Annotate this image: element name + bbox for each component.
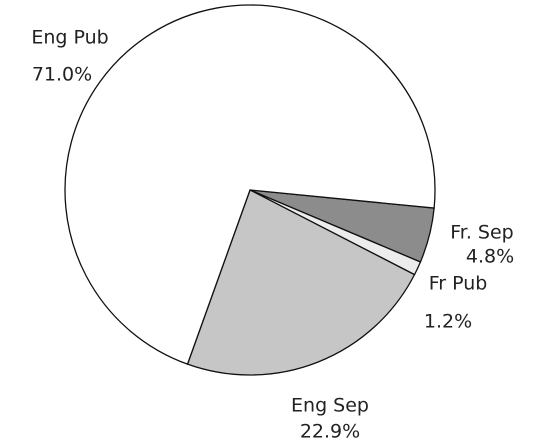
slice-label: Fr Pub — [429, 273, 488, 295]
slice-label: Eng Sep — [291, 395, 369, 417]
slice-value-label: 1.2% — [424, 311, 472, 333]
slice-label: Fr. Sep — [450, 222, 514, 244]
pie-slice — [64, 4, 436, 365]
slice-value-label: 4.8% — [466, 246, 514, 268]
slice-label: Eng Pub — [31, 27, 108, 49]
slice-value-label: 71.0% — [32, 64, 92, 86]
slice-value-label: 22.9% — [300, 421, 360, 442]
pie-slice — [186, 189, 416, 376]
